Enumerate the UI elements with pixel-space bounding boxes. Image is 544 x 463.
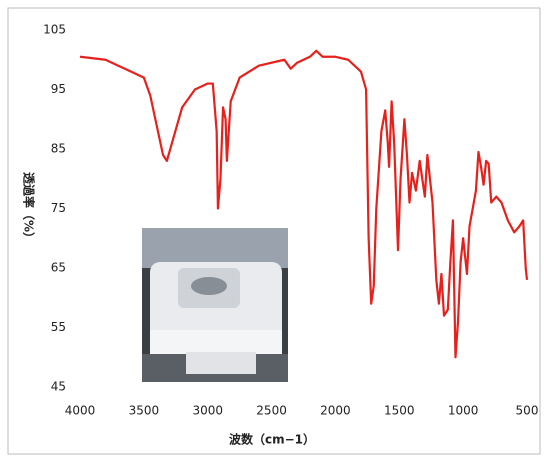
y-tick-label: 95 <box>51 82 66 96</box>
x-tick-label: 2000 <box>320 404 351 418</box>
x-tick-label: 1500 <box>384 404 415 418</box>
x-tick-label: 500 <box>516 404 539 418</box>
x-tick-label: 3500 <box>129 404 160 418</box>
instrument-photo <box>142 228 288 382</box>
y-tick-label: 65 <box>51 261 66 275</box>
y-tick-label: 105 <box>43 23 66 37</box>
y-tick-label: 55 <box>51 320 66 334</box>
x-tick-label: 2500 <box>256 404 287 418</box>
y-axis-label: 透過率（%） <box>22 172 37 244</box>
y-tick-label: 85 <box>51 142 66 156</box>
x-axis-label: 波数（cm−1） <box>229 432 315 447</box>
x-tick-label: 3000 <box>192 404 223 418</box>
y-tick-label: 75 <box>51 201 66 215</box>
x-tick-label: 1000 <box>448 404 479 418</box>
x-tick-label: 4000 <box>65 404 96 418</box>
y-tick-label: 45 <box>51 380 66 394</box>
spectrum-line <box>79 49 529 359</box>
